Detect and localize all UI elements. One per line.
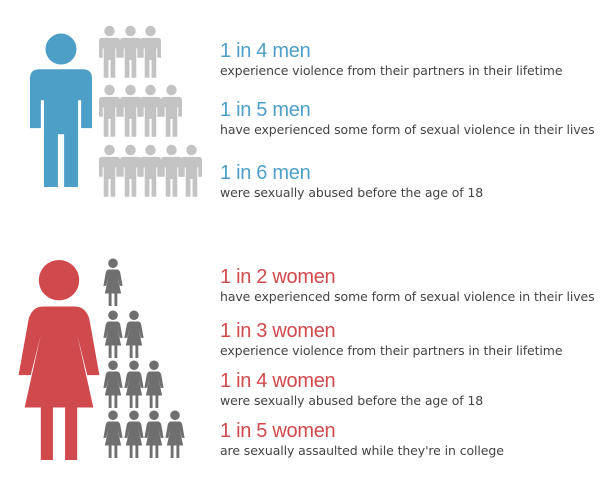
man-icon bbox=[120, 25, 141, 78]
men-stat-3: 1 in 6 men were sexually abused before t… bbox=[220, 162, 483, 201]
stat-headline: 1 in 2 women bbox=[220, 266, 336, 288]
women-stat-4: 1 in 5 women are sexually assaulted whil… bbox=[220, 420, 504, 459]
man-icon bbox=[140, 84, 161, 137]
man-icon bbox=[140, 25, 161, 78]
woman-icon bbox=[18, 258, 100, 460]
men-stat-1: 1 in 4 men experience violence from thei… bbox=[220, 40, 563, 79]
man-icon bbox=[161, 144, 182, 197]
woman-icon bbox=[122, 310, 146, 358]
man-icon bbox=[181, 144, 202, 197]
man-icon bbox=[99, 84, 120, 137]
women-stat-3: 1 in 4 women were sexually abused before… bbox=[220, 370, 483, 409]
stat-description: have experienced some form of sexual vio… bbox=[220, 122, 595, 137]
man-icon bbox=[99, 25, 120, 78]
stat-description: are sexually assaulted while they're in … bbox=[220, 443, 504, 458]
stat-description: have experienced some form of sexual vio… bbox=[220, 289, 595, 304]
stat-description: experience violence from their partners … bbox=[220, 63, 563, 78]
man-icon bbox=[30, 21, 92, 198]
stat-headline: 1 in 4 women bbox=[220, 370, 336, 392]
women-stat-2: 1 in 3 women experience violence from th… bbox=[220, 320, 563, 359]
stat-description: were sexually abused before the age of 1… bbox=[220, 393, 484, 408]
stat-headline: 1 in 5 men bbox=[220, 99, 311, 121]
men-stat-2: 1 in 5 men have experienced some form of… bbox=[220, 99, 595, 138]
stat-description: experience violence from their partners … bbox=[220, 343, 563, 358]
man-icon bbox=[140, 144, 161, 197]
man-icon bbox=[120, 84, 141, 137]
woman-icon bbox=[101, 258, 125, 306]
man-icon bbox=[120, 144, 141, 197]
stat-headline: 1 in 4 men bbox=[220, 40, 311, 62]
woman-icon bbox=[142, 360, 166, 408]
man-icon bbox=[161, 84, 182, 137]
woman-icon bbox=[163, 410, 187, 458]
stat-description: were sexually abused before the age of 1… bbox=[220, 185, 484, 200]
stat-headline: 1 in 3 women bbox=[220, 320, 336, 342]
man-icon bbox=[99, 144, 120, 197]
women-stat-1: 1 in 2 women have experienced some form … bbox=[220, 266, 595, 305]
stat-headline: 1 in 6 men bbox=[220, 162, 311, 184]
stat-headline: 1 in 5 women bbox=[220, 420, 336, 442]
